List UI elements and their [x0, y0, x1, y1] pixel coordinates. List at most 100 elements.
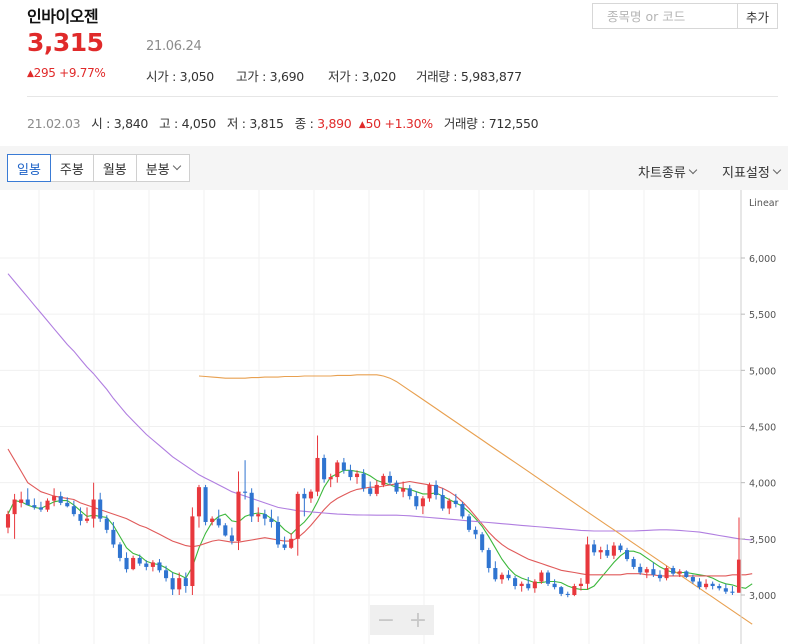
- candle-down: [690, 577, 695, 582]
- candle-down: [631, 559, 636, 567]
- hover-close-label: 종: [294, 116, 307, 131]
- candle-down: [493, 568, 498, 580]
- y-tick-label: 4,500: [749, 423, 776, 434]
- stock-search-input[interactable]: [592, 3, 737, 29]
- candle-down: [592, 544, 597, 553]
- up-triangle-icon: ▲: [27, 69, 34, 79]
- candle-up: [401, 488, 406, 492]
- candle-down: [684, 571, 689, 578]
- candle-up: [447, 500, 452, 509]
- y-tick-label: 3,000: [749, 591, 776, 602]
- hover-low-label: 저: [226, 116, 239, 131]
- candle-down: [111, 529, 116, 545]
- open-price-value: 3,050: [179, 69, 215, 84]
- high-price-label: 고가: [236, 69, 259, 84]
- zoom-in-button[interactable]: +: [408, 607, 428, 633]
- candle-up: [91, 499, 96, 519]
- candle-down: [414, 496, 419, 507]
- candle-down: [407, 488, 412, 497]
- chart-type-button[interactable]: 차트종류: [638, 162, 698, 181]
- candle-down: [157, 562, 162, 571]
- candle-up: [420, 498, 425, 507]
- candle-down: [243, 491, 248, 493]
- candle-down: [203, 487, 208, 522]
- candle-up: [45, 500, 50, 510]
- candle-down: [473, 529, 478, 535]
- zoom-controls: − +: [370, 605, 434, 635]
- hover-date: 21.02.03: [27, 116, 81, 131]
- candle-down: [638, 566, 643, 573]
- indicator-settings-button[interactable]: 지표설정: [722, 162, 782, 181]
- candle-up: [611, 545, 616, 556]
- price-chart[interactable]: Linear 6,000 5,500 5,000 4,500 4,000 3,500 3,00…: [0, 190, 788, 644]
- chevron-down-icon: [688, 165, 698, 174]
- hover-candle-info: 21.02.03 시 : 3,840 고 : 4,050 저 : 3,815 종…: [27, 116, 539, 131]
- candle-down: [322, 457, 327, 480]
- open-price: 시가 : 3,050: [146, 69, 215, 84]
- add-button[interactable]: 추가: [737, 3, 778, 29]
- candle-down: [58, 496, 63, 503]
- candle-down: [216, 518, 221, 526]
- candle-up: [256, 514, 261, 517]
- candle-up: [328, 477, 333, 480]
- candle-down: [559, 587, 564, 594]
- candle-up: [572, 586, 577, 595]
- price-date: 21.06.24: [146, 39, 202, 54]
- candle-down: [249, 492, 254, 517]
- candle-down: [657, 574, 663, 579]
- candle-down: [124, 557, 129, 570]
- candle-down: [170, 578, 175, 590]
- candle-down: [513, 578, 518, 587]
- candle-down: [453, 500, 458, 505]
- candle-down: [282, 544, 287, 548]
- candle-down: [65, 502, 70, 507]
- candle-down: [486, 550, 491, 569]
- candle-up: [578, 583, 583, 587]
- candle-down: [394, 482, 399, 492]
- candle-down: [710, 583, 715, 587]
- candle-down: [302, 493, 307, 499]
- tab-monthly[interactable]: 월봉: [93, 154, 137, 182]
- candle-up: [427, 484, 432, 499]
- candle-down: [730, 591, 735, 593]
- candle-up: [84, 518, 90, 521]
- hover-open: 3,840: [113, 116, 149, 131]
- y-tick-label: 4,000: [749, 479, 776, 490]
- candle-down: [723, 588, 728, 592]
- chevron-down-icon: [772, 165, 782, 174]
- candle-down: [717, 586, 722, 589]
- hover-change-pct: +1.30%: [384, 116, 433, 131]
- candle-up: [519, 583, 524, 587]
- candle-up: [52, 496, 57, 501]
- y-tick-label: 5,000: [749, 366, 776, 377]
- zoom-out-button[interactable]: −: [376, 607, 396, 633]
- candle-up: [210, 518, 215, 522]
- candle-down: [164, 570, 169, 579]
- hover-change: ▲50 +1.30%: [359, 116, 433, 131]
- ma120-line: [198, 374, 753, 625]
- chart-type-label: 차트종류: [638, 166, 686, 181]
- chart-toolbar: 일봉 주봉 월봉 분봉 차트종류 지표설정: [0, 146, 788, 190]
- candle-up: [295, 493, 300, 539]
- chevron-down-icon: [172, 161, 181, 171]
- current-price: 3,315: [27, 28, 104, 57]
- candle-up: [736, 559, 742, 593]
- hover-change-value: 50: [365, 116, 381, 131]
- candle-up: [539, 572, 544, 582]
- tab-weekly[interactable]: 주봉: [50, 154, 94, 182]
- candle-down: [262, 514, 267, 519]
- volume-label: 거래량: [416, 69, 450, 84]
- candle-down: [98, 499, 103, 519]
- candle-up: [664, 568, 669, 579]
- candle-down: [526, 583, 531, 589]
- indicator-settings-label: 지표설정: [722, 166, 770, 181]
- candle-up: [677, 571, 682, 574]
- y-tick-label: 3,500: [749, 535, 776, 546]
- candle-up: [196, 487, 202, 517]
- candle-up: [19, 499, 24, 503]
- tab-minute[interactable]: 분봉: [136, 154, 190, 182]
- tab-daily[interactable]: 일봉: [7, 154, 51, 182]
- candle-down: [625, 550, 630, 560]
- candle-down: [651, 569, 656, 575]
